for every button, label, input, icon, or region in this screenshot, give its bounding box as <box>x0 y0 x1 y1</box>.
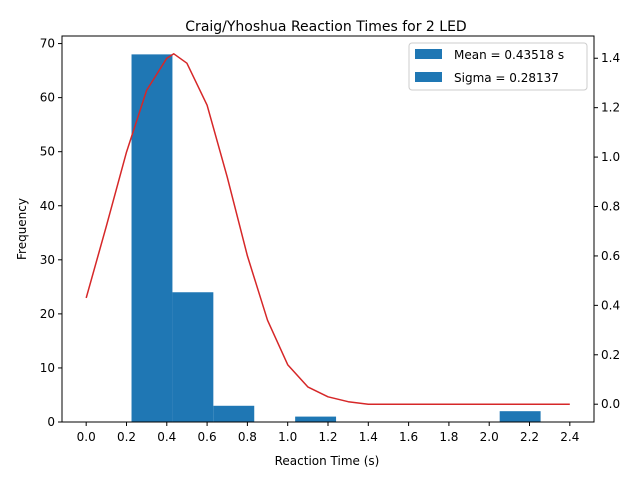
x-ticks-group: 0.0 0.2 0.4 0.6 0.8 1.0 1.2 1.4 1.6 1.8 2.0 2.2 2.4 <box>77 422 579 444</box>
y2-tick-label: 0.4 <box>601 298 620 312</box>
y-tick-label: 50 <box>40 145 55 159</box>
y-ticks-group: 0 10 20 30 40 50 60 70 <box>40 37 62 429</box>
y2-tick-label: 1.0 <box>601 150 620 164</box>
x-tick-label: 2.2 <box>520 430 539 444</box>
legend-swatch-mean <box>415 49 442 59</box>
legend: Mean = 0.43518 s Sigma = 0.28137 <box>408 42 588 91</box>
y-tick-label: 20 <box>40 307 55 321</box>
y-tick-label: 60 <box>40 91 55 105</box>
y-tick-label: 10 <box>40 361 55 375</box>
y-tick-label: 70 <box>40 37 55 51</box>
x-tick-label: 1.4 <box>359 430 378 444</box>
legend-label-mean: Mean = 0.43518 s <box>454 48 564 62</box>
y-tick-label: 0 <box>47 415 55 429</box>
gaussian-curve <box>85 53 570 405</box>
histogram-bar-0 <box>131 54 173 422</box>
chart-title: Craig/Yhoshua Reaction Times for 2 LED <box>185 19 466 35</box>
x-tick-label: 1.8 <box>439 430 458 444</box>
histogram-bar-4 <box>499 411 541 422</box>
x-tick-label: 0.6 <box>198 430 217 444</box>
legend-box <box>408 42 588 91</box>
x-tick-label: 2.0 <box>480 430 499 444</box>
y-tick-label: 40 <box>40 199 55 213</box>
x-tick-label: 2.4 <box>560 430 579 444</box>
y-tick-label: 30 <box>40 253 55 267</box>
y2-tick-label: 0.8 <box>601 200 620 214</box>
x-tick-label: 0.4 <box>157 430 176 444</box>
y2-tick-label: 1.2 <box>601 101 620 115</box>
histogram-bar-1 <box>172 292 214 422</box>
x-axis-label: Reaction Time (s) <box>275 454 380 468</box>
x-tick-label: 0.0 <box>77 430 96 444</box>
x-tick-label: 1.6 <box>399 430 418 444</box>
y2-tick-label: 0.6 <box>601 249 620 263</box>
legend-swatch-sigma <box>415 72 442 82</box>
legend-label-sigma: Sigma = 0.28137 <box>454 71 559 85</box>
x-tick-label: 1.0 <box>278 430 297 444</box>
y-axis-label: Frequency <box>15 198 29 260</box>
x-tick-label: 0.8 <box>238 430 257 444</box>
y2-tick-label: 0.2 <box>601 348 620 362</box>
x-tick-label: 1.2 <box>318 430 337 444</box>
curve-group <box>85 53 570 405</box>
y2-tick-label: 1.4 <box>601 51 620 65</box>
y2-tick-label: 0.0 <box>601 397 620 411</box>
histogram-bar-3 <box>295 416 337 422</box>
x-tick-label: 0.2 <box>117 430 136 444</box>
histogram-bar-2 <box>213 405 255 422</box>
y2-ticks-group: 0.0 0.2 0.4 0.6 0.8 1.0 1.2 1.4 <box>594 51 620 411</box>
